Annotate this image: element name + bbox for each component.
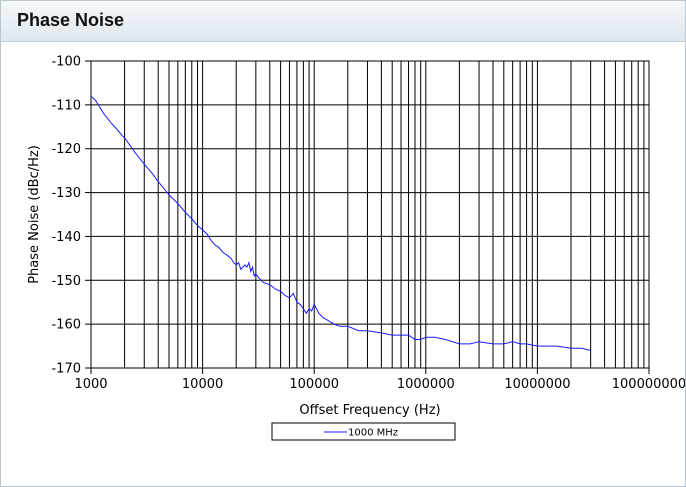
legend: 1000 MHz	[271, 422, 456, 441]
panel-title: Phase Noise	[17, 10, 125, 30]
x-tick-label: 100000	[289, 377, 339, 392]
y-axis-title: Phase Noise (dBc/Hz)	[27, 145, 42, 284]
legend-box	[271, 422, 456, 441]
y-tick-label: -100	[51, 55, 81, 70]
x-tick-label: 10000000	[504, 377, 570, 392]
panel-header: Phase Noise	[1, 1, 685, 42]
y-tick-label: -110	[51, 98, 81, 113]
x-tick-label: 1000000	[397, 377, 455, 392]
y-tick-label: -150	[51, 274, 81, 289]
x-tick-label: 1000	[74, 377, 107, 392]
series-line-1000-mhz	[90, 95, 591, 351]
y-tick-label: -120	[51, 142, 81, 157]
chart-grid	[90, 60, 649, 369]
plot-area	[90, 60, 650, 369]
y-tick-label: -130	[51, 186, 81, 201]
legend-label: 1000 MHz	[348, 428, 398, 439]
y-tick-label: -170	[51, 362, 81, 377]
x-tick-label: 10000	[182, 377, 223, 392]
y-tick-label: -140	[51, 230, 81, 245]
x-axis-title: Offset Frequency (Hz)	[299, 403, 440, 418]
y-tick-label: -160	[51, 318, 81, 333]
x-tick-label: 100000000	[612, 377, 685, 392]
